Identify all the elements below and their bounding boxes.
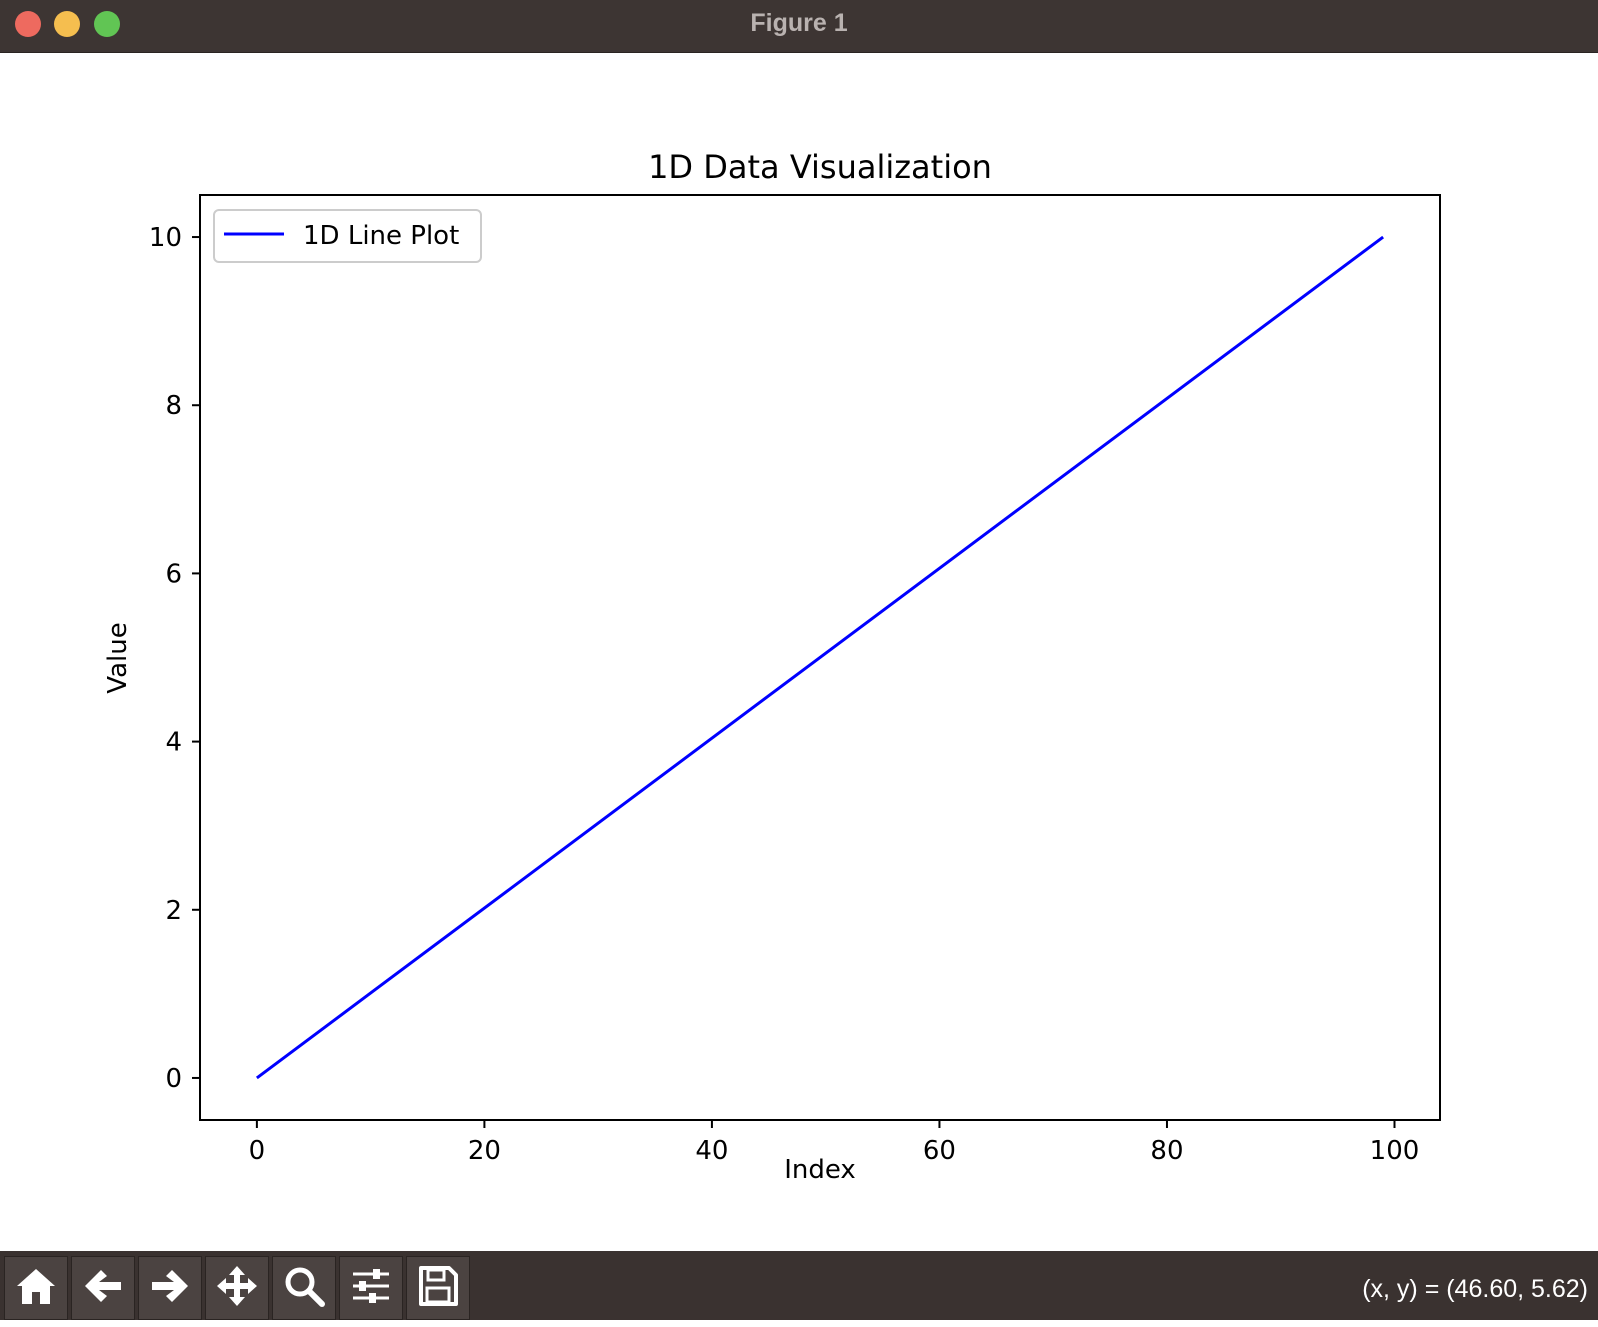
series-line bbox=[255, 235, 1385, 1080]
zoom-button[interactable] bbox=[272, 1256, 336, 1320]
figure-canvas[interactable]: 1D Data Visualization 0 20 40 60 80 100 0 2 4 6 8… bbox=[0, 53, 1598, 1251]
x-tick-label: 40 bbox=[695, 1136, 728, 1166]
legend-label: 1D Line Plot bbox=[303, 221, 459, 251]
y-tick-label: 2 bbox=[165, 896, 182, 926]
series-layer bbox=[255, 235, 1385, 1080]
y-tick-label: 10 bbox=[149, 223, 182, 253]
legend-box bbox=[213, 209, 482, 263]
y-tick-label: 0 bbox=[165, 1064, 182, 1094]
arrow-right-icon bbox=[148, 1264, 192, 1312]
pan-button[interactable] bbox=[205, 1256, 269, 1320]
sliders-icon bbox=[349, 1264, 393, 1312]
y-tick-label: 6 bbox=[165, 559, 182, 589]
minimize-window-button[interactable] bbox=[54, 11, 80, 37]
window-title: Figure 1 bbox=[750, 9, 848, 37]
chart-title: 1D Data Visualization bbox=[648, 148, 992, 186]
x-tick-label: 100 bbox=[1370, 1136, 1420, 1166]
magnifier-icon bbox=[282, 1264, 326, 1312]
arrow-left-icon bbox=[81, 1264, 125, 1312]
x-tick-label: 80 bbox=[1150, 1136, 1183, 1166]
back-button[interactable] bbox=[71, 1256, 135, 1320]
y-axis: 0 2 4 6 8 10 bbox=[149, 223, 200, 1094]
forward-button[interactable] bbox=[138, 1256, 202, 1320]
y-axis-label: Value bbox=[103, 622, 133, 693]
move-icon bbox=[215, 1264, 259, 1312]
x-axis-label: Index bbox=[784, 1155, 856, 1185]
x-axis: 0 20 40 60 80 100 bbox=[249, 1120, 1420, 1166]
x-tick-label: 20 bbox=[468, 1136, 501, 1166]
configure-subplots-button[interactable] bbox=[339, 1256, 403, 1320]
navigation-toolbar bbox=[0, 1251, 1598, 1320]
home-icon bbox=[14, 1264, 58, 1312]
x-tick-label: 0 bbox=[249, 1136, 266, 1166]
x-tick-label: 60 bbox=[923, 1136, 956, 1166]
cursor-coordinates: (x, y) = (46.60, 5.62) bbox=[1362, 1275, 1588, 1303]
legend: 1D Line Plot bbox=[213, 209, 482, 263]
y-tick-label: 8 bbox=[165, 391, 182, 421]
title-bar: Figure 1 bbox=[0, 0, 1598, 53]
maximize-window-button[interactable] bbox=[94, 11, 120, 37]
y-tick-label: 4 bbox=[165, 728, 182, 758]
home-button[interactable] bbox=[4, 1256, 68, 1320]
floppy-disk-icon bbox=[416, 1264, 460, 1312]
line-chart: 1D Data Visualization 0 20 40 60 80 100 0 2 4 6 8… bbox=[103, 148, 1441, 1185]
close-window-button[interactable] bbox=[15, 11, 41, 37]
save-button[interactable] bbox=[406, 1256, 470, 1320]
